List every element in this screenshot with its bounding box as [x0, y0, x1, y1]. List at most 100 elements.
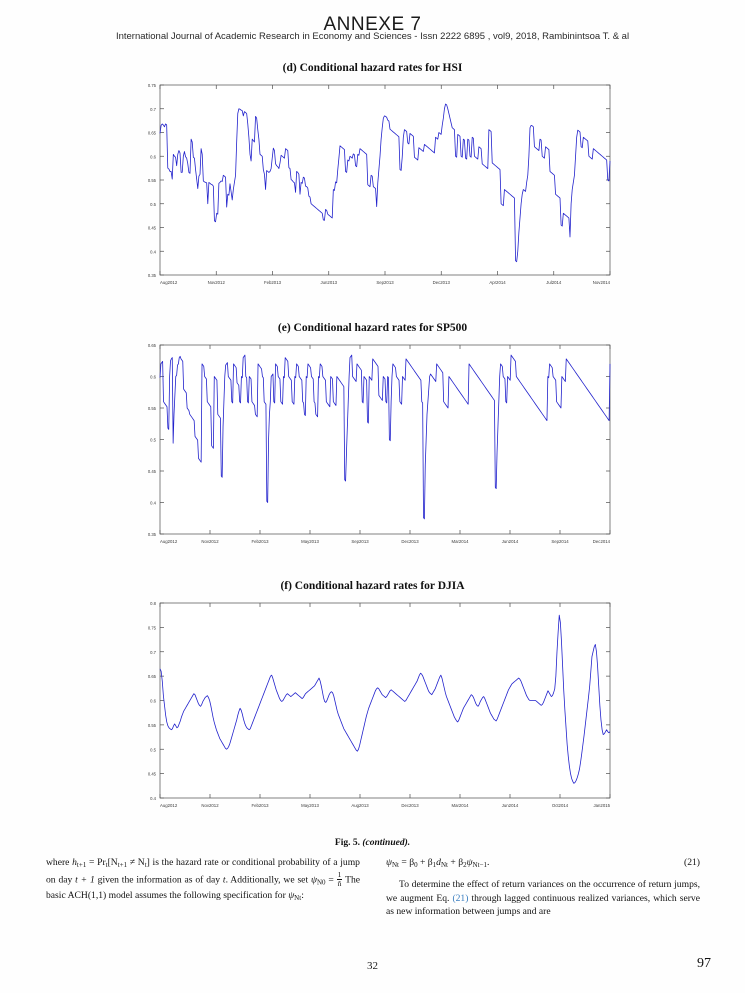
annexe-title: ANNEXE 7: [323, 14, 422, 35]
equation-21-line: ψNt = β0 + β1dNt + β2ψNt−1. (21): [386, 856, 700, 871]
data-series-djia: [159, 614, 610, 784]
txt-rest2: given the information as of day: [94, 874, 223, 886]
y-tick-label: 0.5: [150, 438, 156, 443]
sub-n1: t+1: [117, 861, 128, 869]
var-psi: ψ: [310, 874, 317, 886]
x-tick-label: Jul2014: [546, 280, 562, 285]
y-tick-label: 0.45: [147, 226, 156, 231]
txt-period: .: [487, 857, 490, 868]
figure-title-djia: (f) Conditional hazard rates for DJIA: [280, 580, 465, 592]
data-series-hsi: [159, 103, 610, 263]
x-tick-label: Dec2013: [401, 803, 419, 808]
equation-reference-link[interactable]: (21): [452, 892, 469, 904]
txt-rest3: . Additionally, we set: [225, 874, 311, 886]
x-tick-label: Jun2013: [320, 280, 337, 285]
sub-psi3-t: t: [477, 861, 480, 869]
plot-hsi: 0.35 0.4 0.45 0.5 0.55 0.6 0.65 0.7 0.75 Aug2012 N…: [128, 78, 618, 291]
x-tick-label: May2013: [301, 803, 319, 808]
x-tick-label: Aug2012: [160, 803, 178, 808]
figure-djia: (f) Conditional hazard rates for DJIA 0.…: [0, 580, 745, 814]
x-tick-label: Sep2014: [551, 539, 569, 544]
var-t: t: [222, 874, 226, 886]
sub-psi-n: N: [316, 878, 322, 887]
figure-hsi: (d) Conditional hazard rates for HSI 0.3…: [0, 62, 745, 291]
plot-sp500: 0.35 0.4 0.45 0.5 0.55 0.6 0.65 Aug2012 Nov2012 F…: [128, 338, 618, 550]
y-tick-label: 0.55: [147, 723, 156, 728]
fraction-denominator: ñ: [337, 878, 342, 888]
y-tick-label: 0.35: [147, 273, 156, 278]
var-psi2: ψ: [288, 889, 295, 901]
y-tick-label: 0.55: [147, 178, 156, 183]
x-tick-label: Feb2013: [264, 280, 282, 285]
sub-pr: t: [105, 861, 108, 869]
x-tick-label: Nov2014: [592, 280, 610, 285]
body-text: where ht+1 = Prt[Nt+1 ≠ Nt] is the hazar…: [46, 856, 701, 920]
figure-caption-note: (continued).: [362, 838, 411, 848]
right-paragraph: To determine the effect of return varian…: [386, 878, 700, 919]
y-tick-label: 0.4: [150, 501, 156, 506]
y-tick-label: 0.75: [147, 83, 156, 88]
sub-psi-0: 0: [322, 878, 326, 887]
journal-header-line: International Journal of Academic Resear…: [115, 31, 630, 42]
sub-eq-n: N: [391, 861, 398, 869]
sub-n2: t: [144, 861, 147, 869]
plot-frame-sp500: [159, 344, 610, 535]
x-tick-label: Oct2014: [551, 803, 568, 808]
y-tick-label: 0.4: [150, 249, 156, 254]
y-tick-label: 0.8: [150, 601, 156, 606]
figure-title-sp500: (e) Conditional hazard rates for SP500: [277, 322, 468, 334]
plot-frame-hsi: [159, 84, 610, 276]
y-tick-label: 0.4: [150, 796, 156, 801]
x-tick-label: Mar2014: [451, 803, 469, 808]
plot-djia: 0.4 0.45 0.5 0.55 0.6 0.65 0.7 0.75 0.8 Aug2012 No…: [128, 596, 618, 814]
txt-bracket-close: ]: [146, 857, 150, 868]
x-tick-label: Mar2014: [451, 539, 469, 544]
x-tick-label: Dec2013: [432, 280, 450, 285]
y-tick-label: 0.65: [147, 674, 156, 679]
txt-para-start: To determine the effect of return varian…: [386, 878, 700, 904]
txt-rest4: The basic ACH(1,1) model assumes the fol…: [46, 874, 360, 901]
y-tick-label: 0.6: [150, 375, 156, 380]
y-tick-label: 0.45: [147, 772, 156, 777]
sub-beta1: 1: [432, 861, 437, 869]
y-tick-label: 0.75: [147, 625, 156, 630]
y-tick-label: 0.5: [150, 202, 156, 207]
y-tick-label: 0.45: [147, 469, 156, 474]
y-tick-label: 0.5: [150, 747, 156, 752]
x-tick-label: Feb2013: [251, 803, 269, 808]
body-column-right: ψNt = β0 + β1dNt + β2ψNt−1. (21) To dete…: [386, 856, 700, 920]
x-tick-label: Aug2012: [160, 539, 178, 544]
x-tick-label: Aug2013: [351, 803, 369, 808]
figure-title-hsi: (d) Conditional hazard rates for HSI: [282, 62, 463, 74]
plot-frame-djia: [159, 602, 610, 799]
sub-h: t+1: [76, 861, 87, 869]
figure-sp500: (e) Conditional hazard rates for SP500 0…: [0, 322, 745, 550]
x-tick-label: Apr2014: [489, 280, 506, 285]
sub-psi3-minus1: −1: [479, 861, 488, 869]
y-tick-label: 0.6: [150, 154, 156, 159]
txt-plus-beta1: + β: [417, 857, 433, 868]
y-tick-label: 0.65: [147, 343, 156, 348]
figure-caption-main: Fig. 5.: [334, 838, 360, 848]
sub-psi2-n: N: [294, 893, 300, 902]
sub-psi2-t: t: [299, 893, 302, 902]
txt-eq-pr: = Pr: [86, 857, 106, 868]
sub-d-t: t: [446, 861, 448, 869]
chart-svg-sp500: 0.35 0.4 0.45 0.5 0.55 0.6 0.65 Aug2012 Nov2012 F…: [147, 343, 610, 544]
x-tick-label: Dec2014: [592, 539, 610, 544]
fraction-numerator: 1: [336, 869, 343, 880]
body-column-left: where ht+1 = Prt[Nt+1 ≠ Nt] is the hazar…: [46, 856, 360, 920]
x-tick-label: Jan2015: [593, 803, 610, 808]
figure-caption: Fig. 5. (continued).: [0, 838, 745, 848]
sub-beta0: 0: [414, 861, 418, 869]
txt-neq: ≠ N: [127, 857, 145, 868]
sub-beta2: 2: [463, 861, 467, 869]
x-tick-label: Sep2013: [351, 539, 369, 544]
txt-plus-beta2: + β: [447, 857, 464, 868]
txt-eq-beta0: = β: [398, 857, 415, 868]
y-tick-label: 0.7: [150, 650, 156, 655]
x-tick-label: Nov2012: [201, 803, 219, 808]
x-tick-label: Aug2012: [160, 280, 178, 285]
txt-equals: =: [325, 874, 337, 886]
